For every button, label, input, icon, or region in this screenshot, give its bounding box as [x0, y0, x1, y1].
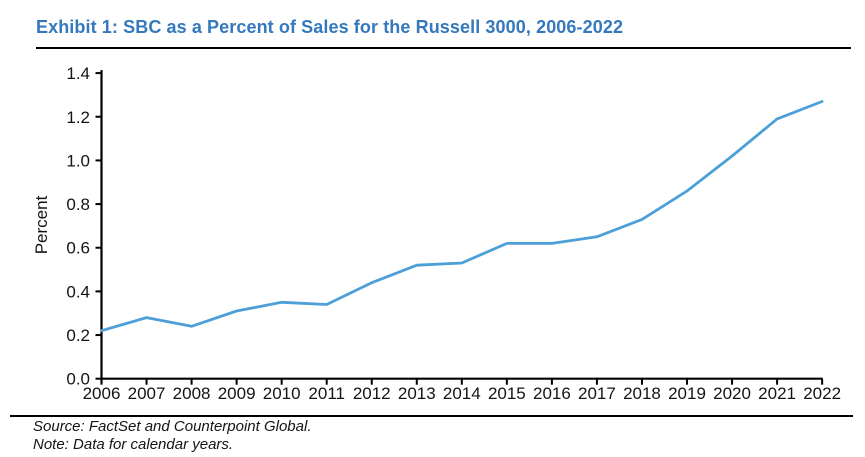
y-tick-label: 1.2 [66, 108, 90, 127]
x-tick-label: 2019 [668, 384, 706, 403]
y-axis-title: Percent [32, 195, 51, 254]
data-note: Note: Data for calendar years. [33, 435, 234, 453]
sbc-percent-of-sales-line-chart: 0.0 0.2 0.4 0.6 0.8 1.0 1.2 1.4 2006 2007 2008 2009… [32, 64, 841, 403]
x-tick-label: 2006 [83, 384, 121, 403]
x-tick-label: 2021 [758, 384, 796, 403]
x-tick-label: 2014 [443, 384, 481, 403]
title-underline [36, 47, 851, 49]
footnote-divider [10, 415, 853, 417]
x-tick-label: 2013 [398, 384, 436, 403]
exhibit-title: Exhibit 1: SBC as a Percent of Sales for… [36, 17, 624, 37]
y-tick-label: 1.0 [66, 151, 90, 170]
x-tick-label: 2016 [533, 384, 571, 403]
x-tick-label: 2012 [353, 384, 391, 403]
x-tick-label: 2008 [173, 384, 211, 403]
x-tick-label: 2022 [803, 384, 841, 403]
source-note: Source: FactSet and Counterpoint Global. [33, 418, 312, 435]
y-tick-label: 0.8 [66, 195, 90, 214]
x-tick-label: 2015 [488, 384, 526, 403]
y-tick-label: 0.2 [66, 326, 90, 345]
y-tick-label: 1.4 [66, 64, 90, 83]
x-tick-label: 2009 [218, 384, 256, 403]
y-tick-label: 0.6 [66, 239, 90, 258]
x-tick-label: 2007 [128, 384, 166, 403]
x-tick-label: 2011 [308, 384, 345, 403]
x-tick-label: 2010 [263, 384, 301, 403]
x-tick-label: 2020 [713, 384, 751, 403]
footnotes: Source: FactSet and Counterpoint Global.… [33, 418, 312, 453]
sbc-series-line [100, 100, 824, 333]
x-tick-label: 2017 [578, 384, 616, 403]
x-tick-label: 2018 [623, 384, 661, 403]
y-tick-label: 0.0 [66, 370, 90, 389]
y-tick-label: 0.4 [66, 282, 90, 301]
